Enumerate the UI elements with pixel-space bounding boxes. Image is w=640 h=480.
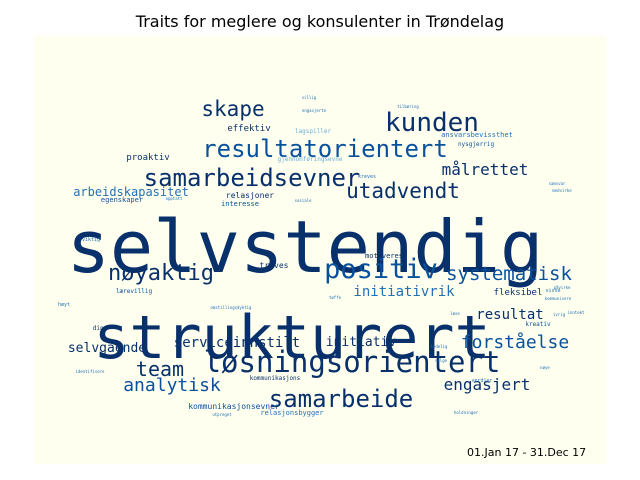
word-41: viktig	[82, 237, 100, 243]
word-46: opptatt	[166, 196, 183, 201]
word-36: nysgjerrig	[458, 141, 495, 148]
word-50: visse	[545, 288, 560, 294]
word-63: ivrig	[553, 312, 566, 317]
word-16: målrettet	[442, 160, 529, 179]
word-cloud-background	[34, 36, 606, 464]
word-43: villig	[302, 95, 317, 100]
word-42: høyt	[58, 302, 70, 308]
word-20: initiativ	[326, 335, 397, 350]
word-48: verdier	[471, 378, 492, 384]
word-58: løse	[450, 311, 460, 316]
word-12: team	[136, 357, 184, 381]
word-52: medvirke	[552, 188, 572, 193]
word-62: nøye	[540, 365, 550, 370]
date-range-label: 01.Jan 17 - 31.Dec 17	[467, 446, 587, 459]
word-30: trives	[260, 261, 289, 270]
word-11: systematisk	[446, 263, 572, 285]
word-64: inntekt	[568, 310, 585, 315]
word-28: interesse	[221, 200, 259, 208]
word-27: relasjoner	[226, 191, 274, 200]
word-18: resultat	[476, 307, 543, 323]
word-65: samsvar	[549, 181, 566, 186]
word-54: identifisere	[76, 369, 105, 374]
word-29: egenskaper	[101, 196, 143, 204]
word-22: arbeidskapasitet	[73, 185, 189, 199]
word-9: skape	[201, 97, 264, 121]
word-1: strukturert	[93, 303, 490, 373]
word-19: serviceinnstilt	[174, 335, 300, 351]
word-56: tydelig	[431, 344, 448, 349]
word-23: proaktiv	[126, 153, 169, 163]
word-35: gjennomføringsevne	[277, 156, 342, 163]
word-53: påvirke	[554, 285, 571, 290]
word-25: effektiv	[227, 124, 270, 134]
word-33: relasjonsbygger	[260, 409, 323, 417]
word-17: initiativrik	[353, 284, 455, 300]
word-60: holdninger	[454, 410, 479, 415]
word-32: ansvarsbevissthet	[441, 131, 513, 139]
word-40: kommunikasjons	[250, 375, 301, 382]
word-cloud: selvstendig strukturert løsningsorientert s…	[34, 36, 606, 464]
word-61: tøffe	[329, 295, 342, 300]
word-37: lærevillig	[116, 288, 153, 295]
word-47: omstillingsdyktig	[211, 305, 253, 310]
word-51: kommunisere	[545, 296, 572, 301]
word-34: lagspiller	[295, 128, 332, 135]
word-0: selvstendig	[67, 205, 544, 289]
word-10: utadvendt	[346, 179, 460, 203]
chart-title: Traits for meglere og konsulenter in Trø…	[135, 12, 505, 31]
word-21: selvgående	[68, 341, 146, 356]
word-7: resultatorientert	[202, 135, 448, 163]
word-59: selge	[435, 358, 448, 363]
word-8: nøyaktig	[108, 261, 214, 286]
word-26: kommunikasjonsevner	[188, 402, 280, 411]
word-44: engasjerte	[302, 108, 327, 113]
word-15: engasjert	[444, 375, 531, 394]
word-57: sosiale	[295, 198, 312, 203]
word-55: utpreget	[212, 412, 232, 417]
word-38: kreativ	[525, 321, 551, 328]
word-24: fleksibel	[494, 288, 543, 298]
word-cloud-words: selvstendigstrukturertløsningsorienterts…	[58, 95, 585, 417]
word-3: samarbeidsevner	[144, 164, 361, 192]
word-14: forståelse	[461, 332, 569, 353]
word-31: motiveres	[365, 252, 403, 260]
word-2: løsningsorientert	[204, 345, 501, 379]
word-49: kreves	[358, 174, 376, 180]
word-cloud-canvas: selvstendigstrukturertløsningsorienterts…	[34, 36, 606, 464]
word-45: tilbøring	[397, 104, 419, 109]
word-39: dine	[93, 325, 108, 332]
word-6: kunden	[385, 108, 479, 138]
word-5: samarbeide	[269, 385, 414, 413]
word-4: positiv	[324, 254, 438, 285]
word-13: analytisk	[123, 375, 221, 396]
